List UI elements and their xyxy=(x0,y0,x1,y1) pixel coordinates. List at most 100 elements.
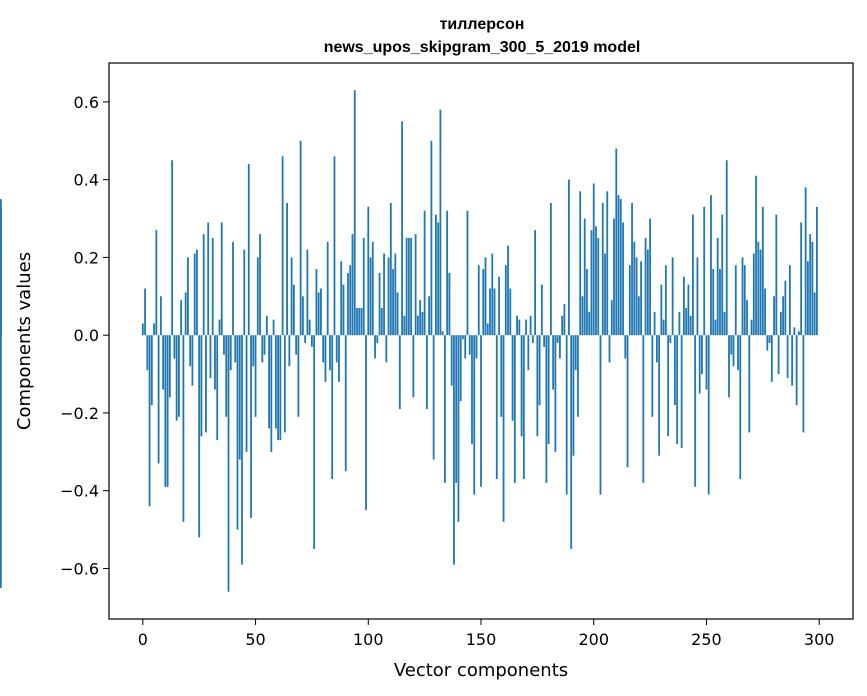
y-tick-label: 0.4 xyxy=(74,171,99,190)
bar-193 xyxy=(577,335,579,417)
bar-274 xyxy=(759,249,762,336)
bar-84 xyxy=(331,335,334,480)
bar-262 xyxy=(732,335,735,367)
bar-230 xyxy=(660,284,663,336)
bar-253 xyxy=(712,269,715,336)
bar-51 xyxy=(256,257,259,336)
bar-97 xyxy=(360,307,363,336)
bar-263 xyxy=(734,265,737,336)
x-tick-label: 150 xyxy=(466,630,497,649)
bar-141 xyxy=(459,335,462,402)
bar-174 xyxy=(534,230,537,336)
bar-276 xyxy=(764,288,766,336)
bar-211 xyxy=(617,195,620,336)
bar-75 xyxy=(311,335,313,347)
bar-227 xyxy=(653,311,656,336)
bar-286 xyxy=(786,335,789,378)
bar-55 xyxy=(265,315,268,336)
bar-171 xyxy=(527,335,530,371)
bar-98 xyxy=(362,237,365,336)
bar-99 xyxy=(365,335,367,511)
bar-13 xyxy=(171,160,174,336)
bar-187 xyxy=(563,304,566,336)
bar-52 xyxy=(259,234,261,336)
bars-group xyxy=(0,90,818,592)
bar-186 xyxy=(561,315,564,336)
bar-11 xyxy=(166,335,169,487)
bar-142 xyxy=(462,335,464,340)
bar-278 xyxy=(768,335,771,343)
bar-3 xyxy=(148,335,151,507)
bar-215 xyxy=(626,335,629,468)
bar-49 xyxy=(252,335,255,367)
bar-126 xyxy=(425,335,428,410)
bar-104 xyxy=(376,335,379,343)
bar-139 xyxy=(455,335,458,483)
bar-0 xyxy=(141,323,144,336)
bar-71 xyxy=(301,296,304,336)
bar-47 xyxy=(247,164,250,336)
bar-109 xyxy=(387,257,390,336)
bar-60 xyxy=(277,335,279,441)
bar-90 xyxy=(344,335,347,472)
bar-239 xyxy=(680,335,683,448)
bar-43 xyxy=(238,335,241,460)
bar-256 xyxy=(719,269,721,336)
bar-101 xyxy=(369,257,372,336)
bar-96 xyxy=(358,307,361,336)
bar-189 xyxy=(568,179,570,336)
bar-224 xyxy=(646,249,649,336)
bar-93 xyxy=(351,234,354,336)
bar-259 xyxy=(725,160,728,336)
bar-111 xyxy=(392,269,394,336)
bar-284 xyxy=(782,296,785,336)
bar-161 xyxy=(504,265,507,336)
y-tick-label: −0.6 xyxy=(60,559,99,578)
bar-251 xyxy=(707,335,710,495)
y-axis-label: Components values xyxy=(14,252,35,430)
bar-197 xyxy=(586,269,588,336)
bar-33 xyxy=(216,335,219,441)
bar-297 xyxy=(811,241,814,336)
bar-46 xyxy=(245,335,248,452)
bar-168 xyxy=(520,335,523,437)
bar-62 xyxy=(281,156,284,336)
bar-257 xyxy=(721,214,724,336)
bar-37 xyxy=(225,335,228,417)
bar-56 xyxy=(268,335,270,429)
bar-213 xyxy=(622,222,624,336)
bar-183 xyxy=(554,335,557,452)
bar-113 xyxy=(396,292,399,336)
bar-204 xyxy=(601,202,604,336)
bar-54 xyxy=(263,335,266,355)
bar-61 xyxy=(279,335,282,441)
bar-231 xyxy=(662,319,665,336)
bar-235 xyxy=(671,257,674,336)
bar-232 xyxy=(664,265,667,336)
bar-292 xyxy=(800,222,803,336)
bar-245 xyxy=(694,335,697,487)
bar-201 xyxy=(595,226,597,336)
bar-53 xyxy=(261,335,264,363)
bar-94 xyxy=(353,90,356,336)
bar-137 xyxy=(450,335,453,386)
bar-206 xyxy=(606,191,609,336)
bar-285 xyxy=(784,280,787,336)
bar-95 xyxy=(356,307,358,336)
bar-26 xyxy=(200,335,203,437)
bar-289 xyxy=(793,327,796,336)
bar-221 xyxy=(640,261,642,336)
bar-281 xyxy=(775,214,778,336)
bar-182 xyxy=(552,335,555,390)
bar-78 xyxy=(317,292,320,336)
bar-237 xyxy=(676,335,679,445)
bar-205 xyxy=(604,253,606,336)
bar-208 xyxy=(610,300,613,336)
chart-title: тиллерсон xyxy=(440,16,525,33)
bar-298 xyxy=(813,292,816,336)
bar-122 xyxy=(416,315,419,336)
bar-57 xyxy=(270,335,273,452)
bar-199 xyxy=(590,230,593,336)
bar-121 xyxy=(414,234,417,336)
bar-229 xyxy=(658,335,661,456)
